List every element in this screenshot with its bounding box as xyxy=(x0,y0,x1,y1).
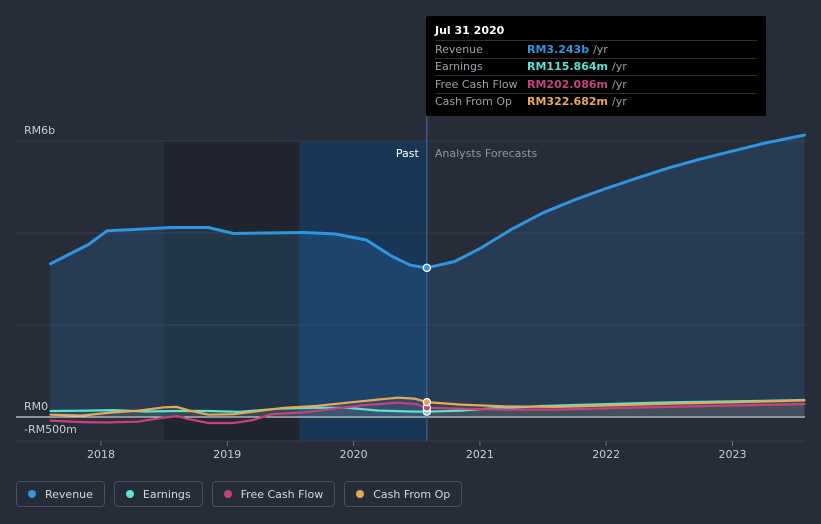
series-areas xyxy=(50,135,805,423)
legend-item-free-cash-flow[interactable]: Free Cash Flow xyxy=(211,481,336,507)
legend-dot-icon xyxy=(223,490,232,498)
series-lines xyxy=(49,133,806,425)
marker-revenue xyxy=(422,263,432,273)
legend-dot-icon xyxy=(356,490,365,498)
x-tick-label: 2023 xyxy=(719,448,747,461)
y-axis-top-label: RM6b xyxy=(24,124,55,137)
tooltip-row-cash-from-op: Cash From Op RM322.682m /yr xyxy=(435,92,757,111)
tooltip-value: RM322.682m xyxy=(527,95,608,109)
x-tick-label: 2018 xyxy=(87,448,115,461)
x-tick-label: 2021 xyxy=(466,448,494,461)
tooltip-unit: /yr xyxy=(593,42,608,56)
tooltip-label: Earnings xyxy=(435,60,483,74)
line-revenue xyxy=(49,133,806,270)
y-axis-zero-label: RM0 xyxy=(24,400,48,413)
hover-highlight-band xyxy=(164,141,300,441)
grid-lines xyxy=(16,140,805,442)
line-free-cash-flow xyxy=(49,401,806,425)
chart-legend: Revenue Earnings Free Cash Flow Cash Fro… xyxy=(16,481,463,507)
line-cash-from-op xyxy=(49,396,806,417)
x-axis-ticks: 2018 2019 2020 2021 2022 2023 xyxy=(87,441,747,461)
marker-cash-from-op xyxy=(422,397,432,407)
tooltip-label: Free Cash Flow xyxy=(435,77,518,91)
y-axis-negative-label: -RM500m xyxy=(24,423,77,436)
x-tick-label: 2020 xyxy=(340,448,368,461)
tooltip-value: RM115.864m xyxy=(527,60,608,74)
legend-label: Cash From Op xyxy=(373,487,451,501)
tooltip-value: RM202.086m xyxy=(527,77,608,91)
legend-item-revenue[interactable]: Revenue xyxy=(16,481,105,507)
tooltip-unit: /yr xyxy=(611,77,627,91)
tooltip-label: Cash From Op xyxy=(435,95,513,109)
tooltip-date: Jul 31 2020 xyxy=(435,24,505,37)
x-tick-label: 2019 xyxy=(213,448,241,461)
tooltip-unit: /yr xyxy=(611,95,627,109)
area-revenue xyxy=(50,135,805,417)
x-tick-label: 2022 xyxy=(592,448,620,461)
legend-label: Revenue xyxy=(45,487,93,501)
line-earnings xyxy=(49,398,806,413)
tooltip-row-earnings: Earnings RM115.864m /yr xyxy=(435,57,757,76)
forecast-label: Analysts Forecasts xyxy=(435,147,538,160)
legend-label: Free Cash Flow xyxy=(240,487,324,501)
hover-markers xyxy=(422,263,432,416)
tooltip-unit: /yr xyxy=(611,60,627,74)
legend-item-cash-from-op[interactable]: Cash From Op xyxy=(344,481,463,507)
legend-item-earnings[interactable]: Earnings xyxy=(113,481,203,507)
tooltip-row-revenue: Revenue RM3.243b /yr xyxy=(435,40,757,58)
tooltip-value: RM3.243b xyxy=(527,42,590,56)
tooltip-label: Revenue xyxy=(435,42,483,56)
past-shaded-region xyxy=(299,141,427,441)
legend-label: Earnings xyxy=(142,487,191,501)
legend-dot-icon xyxy=(125,490,134,498)
tooltip-row-free-cash-flow: Free Cash Flow RM202.086m /yr xyxy=(435,75,757,93)
past-label: Past xyxy=(396,147,420,160)
legend-dot-icon xyxy=(28,490,36,498)
data-tooltip: Jul 31 2020 Revenue RM3.243b /yr Earning… xyxy=(426,16,766,116)
